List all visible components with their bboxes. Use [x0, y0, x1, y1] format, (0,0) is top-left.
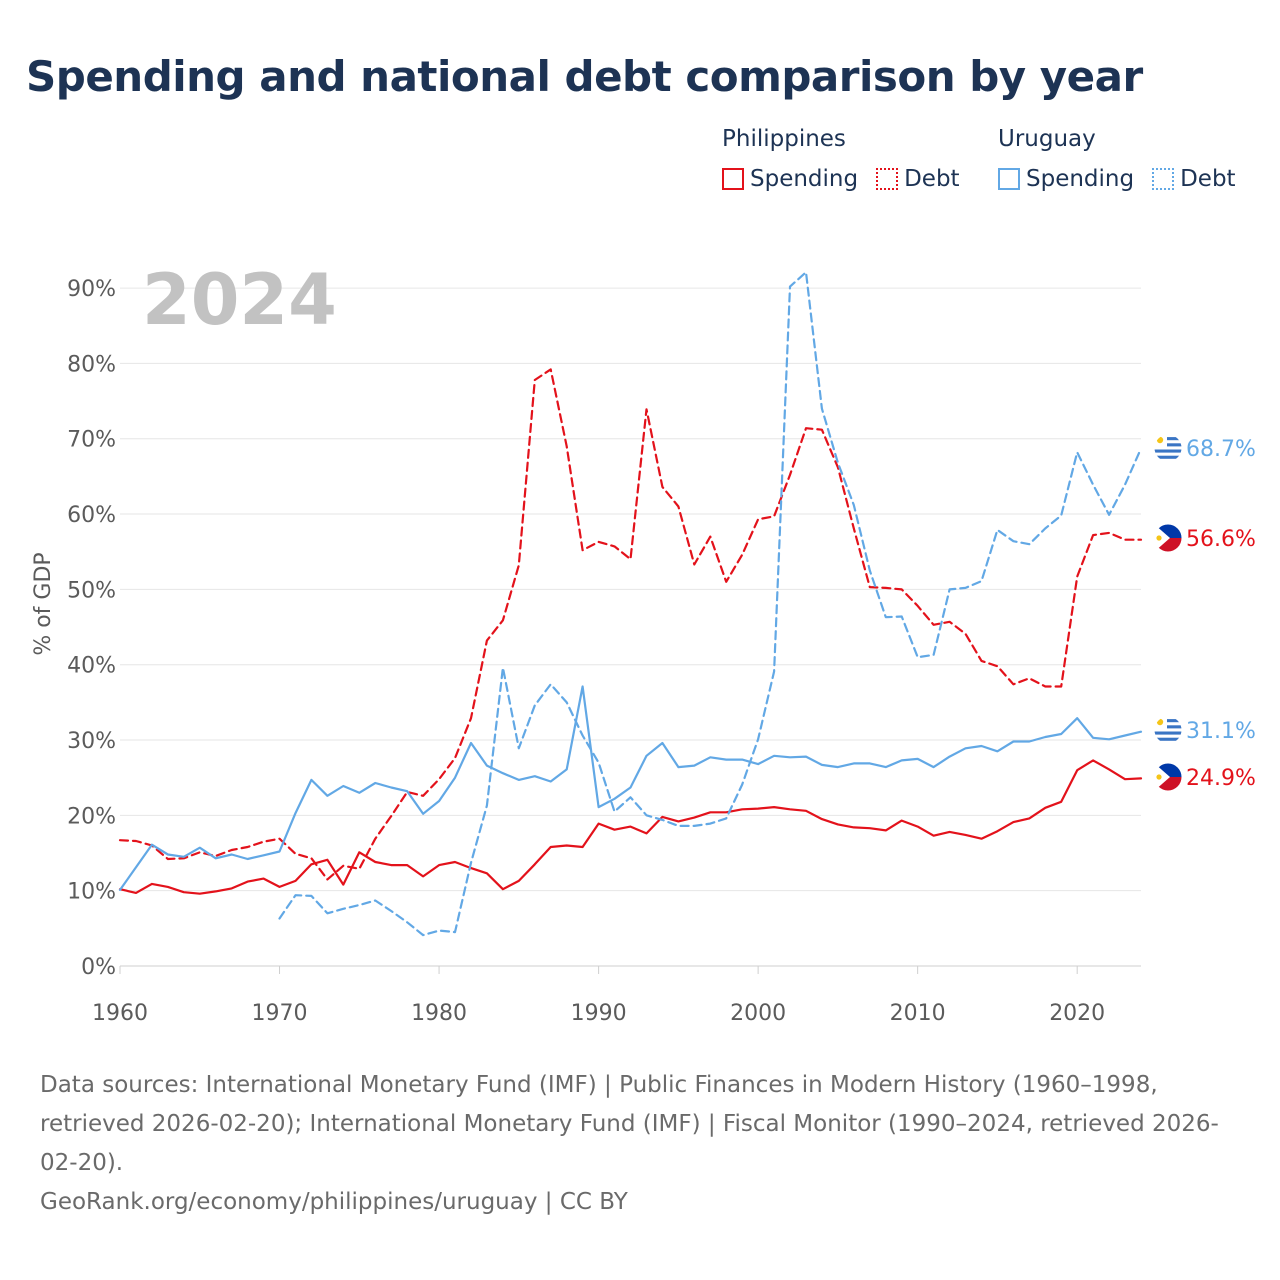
end-value-label: 68.7%: [1186, 437, 1256, 462]
y-tick-label: 90%: [67, 277, 116, 302]
year-watermark: 2024: [142, 259, 337, 341]
y-tick-label: 0%: [81, 955, 116, 980]
y-axis-label: % of GDP: [31, 552, 56, 655]
series-line-philippines-debt: [118, 368, 1143, 881]
flag-border: [1153, 762, 1183, 792]
data-sources: Data sources: International Monetary Fun…: [40, 1072, 1219, 1176]
x-tick-label: 1990: [571, 1001, 627, 1026]
flag-stripe: [1154, 437, 1182, 441]
flag-philippines-icon: [1154, 524, 1182, 552]
end-value-label: 56.6%: [1186, 527, 1256, 552]
dashed-line-swatch-icon: [876, 168, 899, 190]
flag-triangle: [1154, 524, 1170, 552]
legend-label-philippines-spending: Spending: [750, 166, 859, 192]
flag-stripe: [1154, 725, 1182, 729]
flag-border: [1153, 715, 1183, 745]
flag-philippines-icon: [1154, 763, 1182, 791]
y-tick-label: 80%: [67, 352, 116, 377]
y-tick-label: 60%: [67, 503, 116, 528]
y-tick-label: 70%: [67, 428, 116, 453]
y-tick-label: 30%: [67, 729, 116, 754]
flag-stripe: [1154, 719, 1182, 723]
flag-stripe: [1154, 443, 1182, 447]
flag-uruguay-icon: [1154, 434, 1182, 462]
flag-stripe: [1154, 737, 1182, 741]
flag-triangle: [1154, 763, 1170, 791]
flag-sun-icon: [1156, 774, 1162, 780]
legend-label-uruguay-debt: Debt: [1180, 166, 1236, 192]
y-tick-label: 40%: [67, 654, 116, 679]
flag-stripe: [1154, 455, 1182, 459]
x-tick-label: 1960: [92, 1001, 148, 1026]
footer-credit: GeoRank.org/economy/philippines/uruguay …: [40, 1189, 628, 1215]
legend-item-philippines-spending[interactable]: Spending: [722, 166, 858, 192]
y-tick-label: 10%: [67, 880, 116, 905]
flag-stripe: [1154, 731, 1182, 735]
flag-uruguay-icon: [1154, 716, 1182, 744]
footer: Data sources: International Monetary Fun…: [40, 1066, 1240, 1222]
legend-group-name-uruguay: Uruguay: [998, 126, 1096, 152]
series-line-uruguay-spending: [118, 685, 1143, 892]
x-tick-label: 2020: [1049, 1001, 1105, 1026]
flag-stripe: [1154, 449, 1182, 453]
legend-item-philippines-debt[interactable]: Debt: [876, 166, 960, 192]
end-value-label: 31.1%: [1186, 719, 1256, 744]
legend-item-uruguay-debt[interactable]: Debt: [1152, 166, 1236, 192]
series-line-uruguay-debt: [278, 271, 1143, 937]
legend-label-uruguay-spending: Spending: [1026, 166, 1135, 192]
legend-group-uruguay: Uruguay Spending Debt: [998, 126, 1236, 192]
flag-sun-icon: [1156, 535, 1162, 541]
legend-group-philippines: Philippines Spending Debt: [722, 126, 960, 192]
x-tick-label: 2000: [730, 1001, 786, 1026]
legend-label-philippines-debt: Debt: [904, 166, 960, 192]
legend-group-name-philippines: Philippines: [722, 126, 846, 152]
line-chart: 0% 10% 20% 30% 40% 50% 60% 70% 80% 90% 1960 1970 19…: [31, 259, 1256, 1026]
chart-title: Spending and national debt comparison by…: [26, 52, 1143, 101]
solid-line-swatch-icon: [722, 168, 744, 190]
x-tick-label: 1970: [252, 1001, 308, 1026]
end-value-label: 24.9%: [1186, 766, 1256, 791]
flag-border: [1153, 523, 1183, 553]
x-tick-label: 2010: [890, 1001, 946, 1026]
dashed-line-swatch-icon: [1152, 168, 1175, 190]
y-tick-label: 20%: [67, 804, 116, 829]
solid-line-swatch-icon: [998, 168, 1020, 190]
legend-item-uruguay-spending[interactable]: Spending: [998, 166, 1134, 192]
series-line-philippines-spending: [118, 759, 1143, 895]
y-tick-label: 50%: [67, 578, 116, 603]
x-tick-label: 1980: [411, 1001, 467, 1026]
flag-border: [1153, 433, 1183, 463]
